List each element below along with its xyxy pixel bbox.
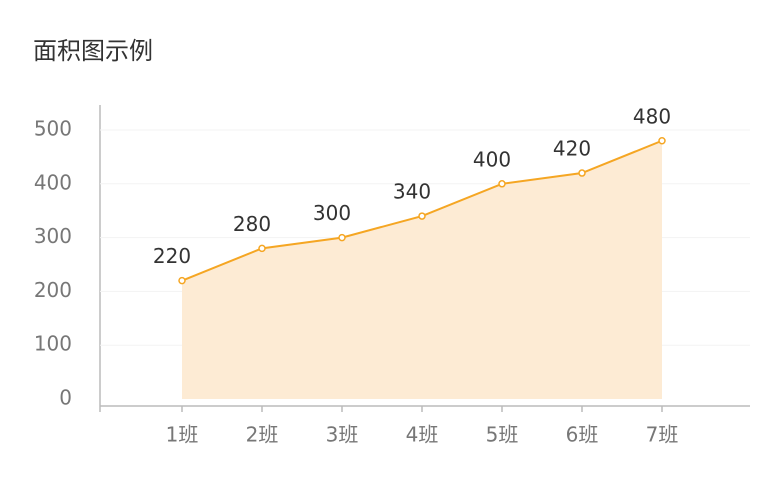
chart-title: 面积图示例 xyxy=(33,37,153,65)
y-tick-label: 500 xyxy=(34,117,72,141)
data-label: 420 xyxy=(553,137,591,161)
y-tick-label: 0 xyxy=(59,386,72,410)
data-label: 480 xyxy=(633,104,671,128)
y-tick-label: 200 xyxy=(34,278,72,302)
x-tick-label: 2班 xyxy=(246,423,279,447)
data-label: 220 xyxy=(153,244,191,268)
point xyxy=(178,276,186,285)
point xyxy=(338,233,346,242)
data-label: 280 xyxy=(233,212,271,236)
data-label: 400 xyxy=(473,147,511,171)
point xyxy=(418,212,426,220)
y-tick-label: 400 xyxy=(34,170,72,194)
data-label: 300 xyxy=(313,201,351,225)
x-tick-label: 4班 xyxy=(406,423,439,447)
x-tick-label: 6班 xyxy=(566,423,599,447)
point xyxy=(258,244,266,253)
x-tick-label: 1班 xyxy=(166,423,199,447)
point xyxy=(578,169,586,177)
x-tick-label: 5班 xyxy=(486,423,519,447)
x-tick-label: 3班 xyxy=(326,423,359,447)
y-tick-label: 100 xyxy=(34,332,72,356)
point xyxy=(498,180,506,188)
data-label: 340 xyxy=(393,180,431,204)
y-tick-label: 300 xyxy=(34,224,72,248)
point xyxy=(658,137,666,145)
area xyxy=(182,140,662,399)
x-tick-label: 7班 xyxy=(646,423,679,447)
